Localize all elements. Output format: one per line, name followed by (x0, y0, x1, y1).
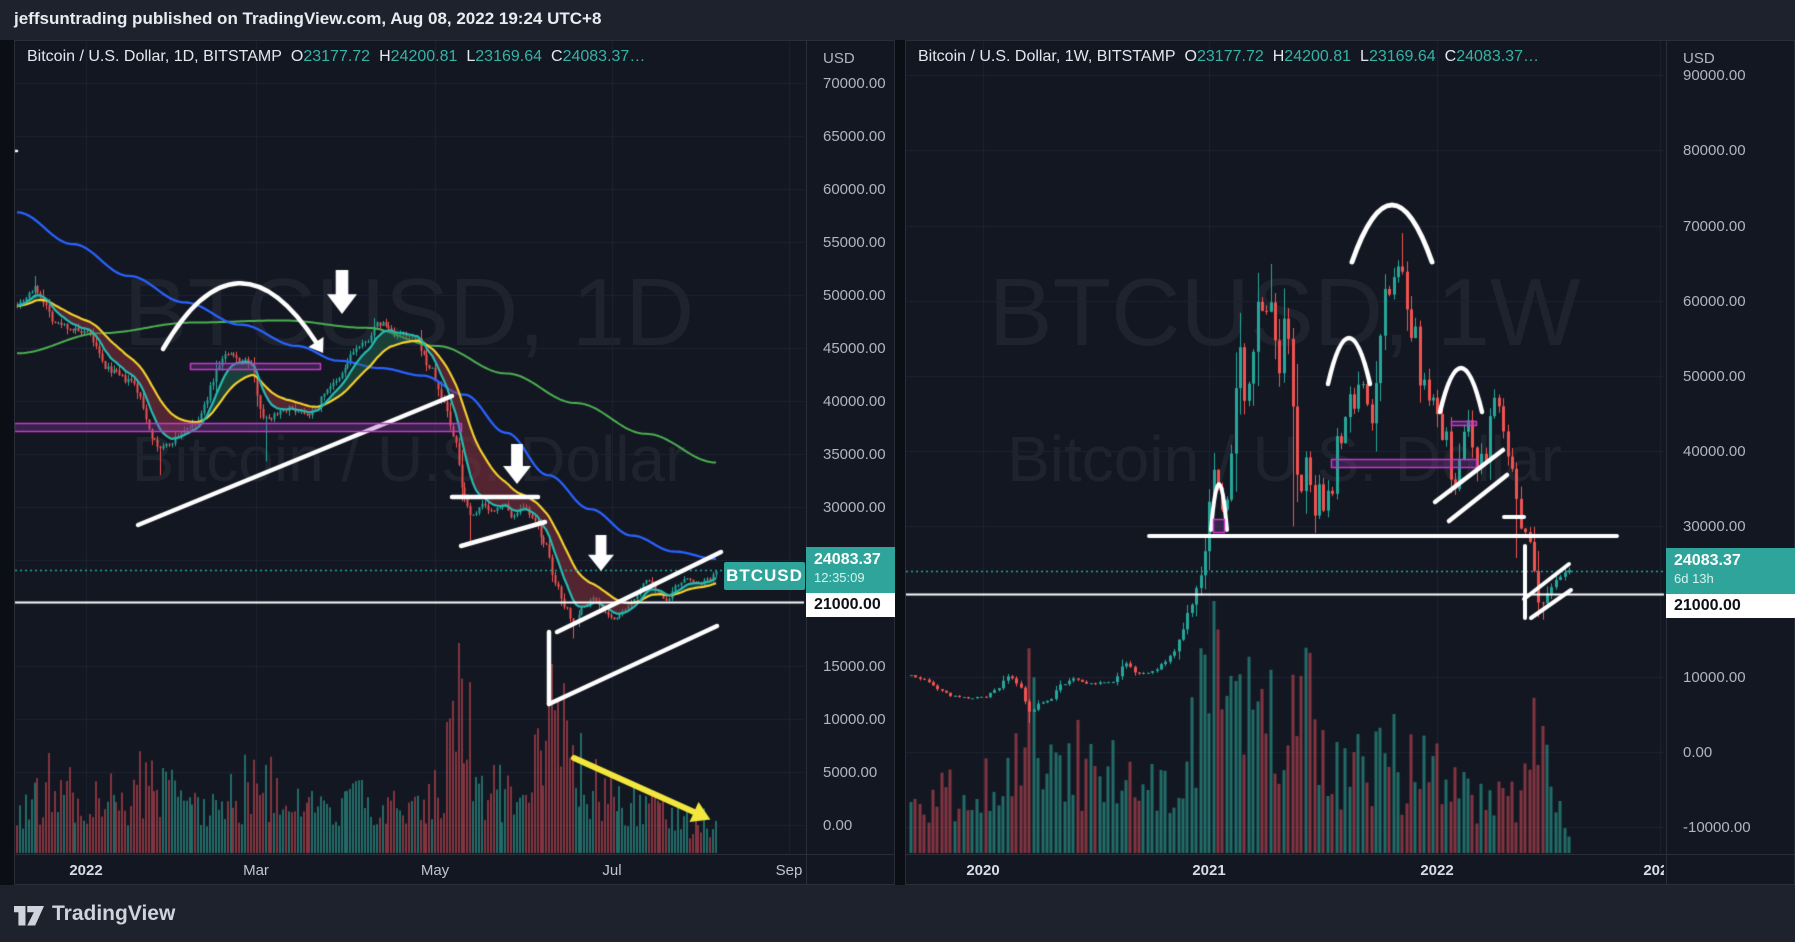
time-labels-daily: 2022 Mar May Jul Sep (14, 856, 804, 886)
ohlc-letter: H (379, 48, 391, 65)
last-price-tag-daily[interactable]: 24083.37 12:35:09 (806, 547, 895, 593)
time-axis-label: 2021 (1192, 862, 1226, 879)
time-axis-label: 2020 (966, 862, 1000, 879)
time-axis-label: Sep (775, 862, 803, 879)
level-tag-daily[interactable]: 21000.00 (806, 593, 895, 617)
time-axis-label: 2022 (1420, 862, 1454, 879)
ohlc-letter: O (290, 48, 304, 65)
time-axis-label: May (420, 862, 450, 879)
ohlc-values: O23177.72 H24200.81 L23169.64 C24083.37… (282, 48, 645, 65)
ohlc-value: 24083.37… (562, 48, 646, 65)
ohlc-value: 23169.64 (1368, 48, 1436, 65)
ohlc-values: O23177.72 H24200.81 L23169.64 C24083.37… (1176, 48, 1539, 65)
ohlc-letter: C (1444, 48, 1457, 65)
symbol-name-tag[interactable]: BTCUSD (724, 562, 805, 590)
time-axis-label: 2022 (69, 862, 103, 879)
level-value: 21000.00 (814, 596, 881, 613)
ohlc-letter: L (1360, 48, 1369, 65)
level-tag-weekly[interactable]: 21000.00 (1666, 594, 1795, 618)
chart-legend-daily: Bitcoin / U.S. Dollar, 1D, BITSTAMP O2317… (27, 48, 645, 66)
chart-legend-weekly: Bitcoin / U.S. Dollar, 1W, BITSTAMP O2317… (918, 48, 1539, 66)
ohlc-letter: L (466, 48, 476, 65)
ohlc-letter: O (1184, 48, 1197, 65)
ohlc-value: 23169.64 (475, 48, 543, 65)
ohlc-value: 24200.81 (390, 48, 458, 65)
last-price-value: 24083.37 (814, 551, 881, 568)
ohlc-value: 23177.72 (303, 48, 371, 65)
ohlc-value: 24083.37… (1456, 48, 1539, 65)
last-price-tag-weekly[interactable]: 24083.37 6d 13h (1666, 548, 1795, 594)
time-axis-label: 2023 (1643, 862, 1664, 879)
ohlc-letter: C (551, 48, 563, 65)
bar-countdown: 6d 13h (1674, 571, 1714, 586)
level-value: 21000.00 (1674, 597, 1741, 614)
time-axis-label: Mar (243, 862, 269, 879)
time-axis-label: Jul (602, 862, 622, 879)
bar-countdown: 12:35:09 (814, 570, 865, 585)
ohlc-value: 24200.81 (1284, 48, 1352, 65)
ohlc-letter: H (1272, 48, 1285, 65)
last-price-value: 24083.37 (1674, 552, 1741, 569)
time-labels-weekly: 2020 2021 2022 2023 (905, 856, 1664, 886)
ohlc-value: 23177.72 (1197, 48, 1264, 65)
symbol-title[interactable]: Bitcoin / U.S. Dollar, 1W, BITSTAMP (918, 48, 1176, 65)
symbol-title[interactable]: Bitcoin / U.S. Dollar, 1D, BITSTAMP (27, 48, 282, 65)
